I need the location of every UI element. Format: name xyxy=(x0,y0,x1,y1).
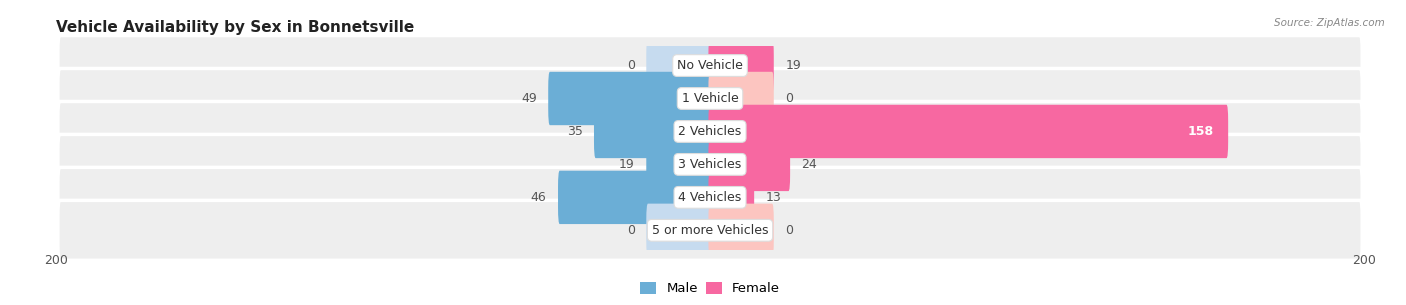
FancyBboxPatch shape xyxy=(709,171,754,224)
Text: 5 or more Vehicles: 5 or more Vehicles xyxy=(652,224,768,237)
FancyBboxPatch shape xyxy=(709,39,773,92)
FancyBboxPatch shape xyxy=(58,200,1362,260)
Text: 0: 0 xyxy=(627,59,636,72)
FancyBboxPatch shape xyxy=(647,138,711,191)
FancyBboxPatch shape xyxy=(709,138,790,191)
FancyBboxPatch shape xyxy=(647,39,711,92)
FancyBboxPatch shape xyxy=(709,204,773,257)
Text: 46: 46 xyxy=(531,191,547,204)
Text: 24: 24 xyxy=(801,158,817,171)
FancyBboxPatch shape xyxy=(58,35,1362,95)
Text: 4 Vehicles: 4 Vehicles xyxy=(679,191,741,204)
Text: 19: 19 xyxy=(785,59,801,72)
FancyBboxPatch shape xyxy=(58,135,1362,194)
Text: 2 Vehicles: 2 Vehicles xyxy=(679,125,741,138)
FancyBboxPatch shape xyxy=(593,105,711,158)
Text: Vehicle Availability by Sex in Bonnetsville: Vehicle Availability by Sex in Bonnetsvi… xyxy=(56,20,415,35)
FancyBboxPatch shape xyxy=(709,105,1229,158)
Text: 0: 0 xyxy=(627,224,636,237)
FancyBboxPatch shape xyxy=(558,171,711,224)
Text: 0: 0 xyxy=(785,224,793,237)
Text: 158: 158 xyxy=(1187,125,1213,138)
Text: 1 Vehicle: 1 Vehicle xyxy=(682,92,738,105)
FancyBboxPatch shape xyxy=(58,102,1362,161)
Text: 19: 19 xyxy=(619,158,636,171)
Text: 35: 35 xyxy=(567,125,582,138)
Text: 3 Vehicles: 3 Vehicles xyxy=(679,158,741,171)
FancyBboxPatch shape xyxy=(58,167,1362,227)
FancyBboxPatch shape xyxy=(548,72,711,125)
Text: Source: ZipAtlas.com: Source: ZipAtlas.com xyxy=(1274,18,1385,28)
Text: 49: 49 xyxy=(522,92,537,105)
Text: 13: 13 xyxy=(766,191,782,204)
Text: No Vehicle: No Vehicle xyxy=(678,59,742,72)
FancyBboxPatch shape xyxy=(709,72,773,125)
FancyBboxPatch shape xyxy=(647,204,711,257)
Legend: Male, Female: Male, Female xyxy=(634,277,786,301)
Text: 0: 0 xyxy=(785,92,793,105)
FancyBboxPatch shape xyxy=(58,69,1362,128)
